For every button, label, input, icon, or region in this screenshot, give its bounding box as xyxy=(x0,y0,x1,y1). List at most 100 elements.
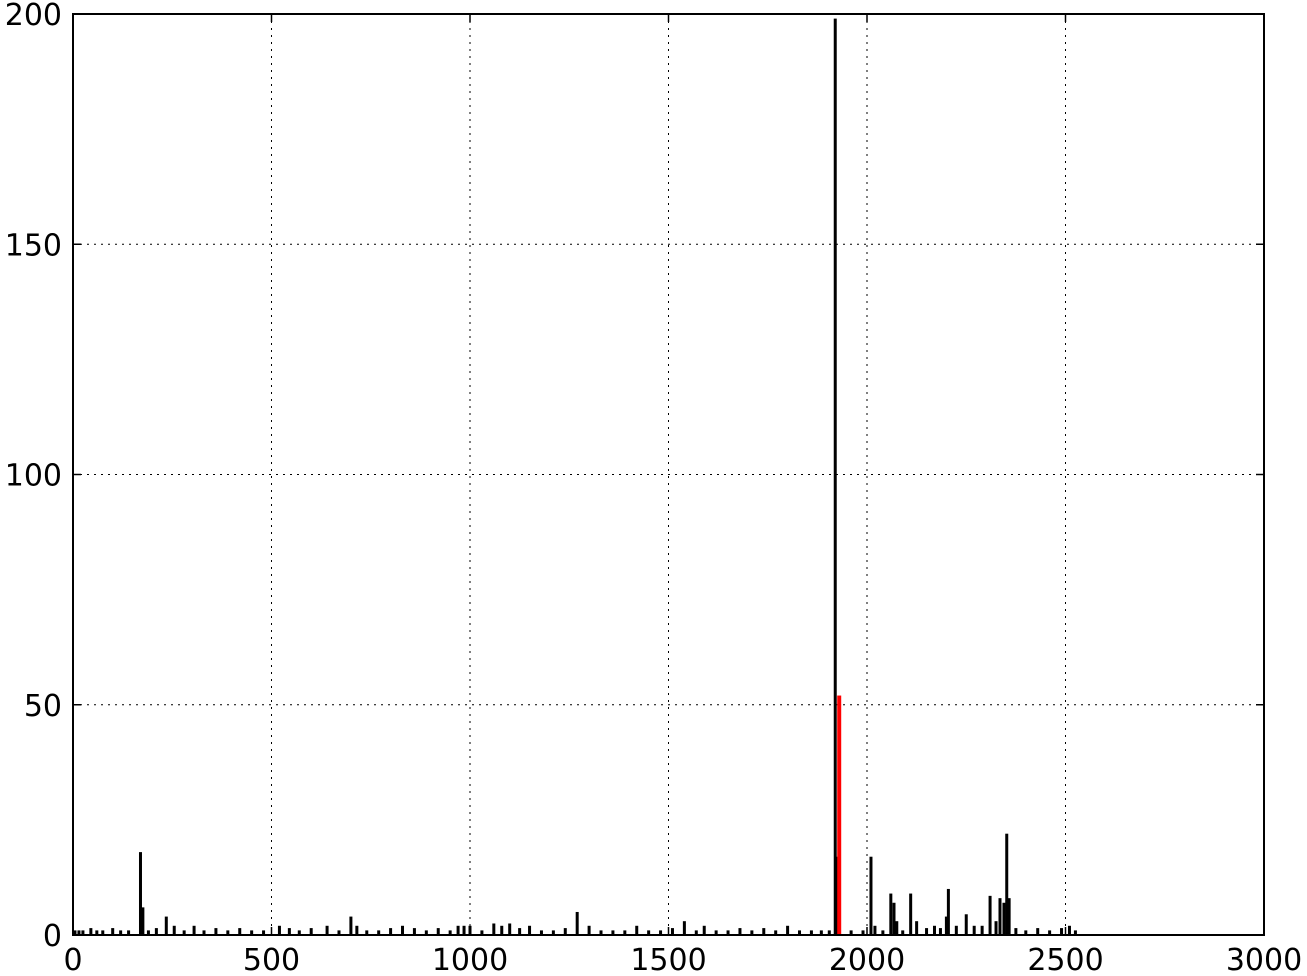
x-tick-label: 500 xyxy=(243,943,300,976)
bar xyxy=(539,930,543,935)
bar xyxy=(154,928,158,935)
x-tick-label: 0 xyxy=(63,943,82,976)
bar xyxy=(994,921,998,935)
bar xyxy=(738,928,742,935)
x-tick-label: 1500 xyxy=(630,943,706,976)
bar xyxy=(869,856,873,935)
bar xyxy=(119,930,123,935)
bar xyxy=(895,921,899,935)
bar xyxy=(954,925,958,935)
bar xyxy=(575,911,579,935)
bar xyxy=(915,921,919,935)
bar xyxy=(182,930,186,935)
bar xyxy=(508,923,512,935)
bar xyxy=(659,930,663,935)
x-tick-label: 1000 xyxy=(432,943,508,976)
bar xyxy=(250,930,254,935)
bar xyxy=(964,914,968,935)
bar xyxy=(833,18,837,936)
bar xyxy=(714,930,718,935)
bar xyxy=(518,928,522,935)
bar xyxy=(355,925,359,935)
bar xyxy=(1036,928,1040,935)
bar xyxy=(101,930,105,935)
bar xyxy=(1073,930,1077,935)
bars xyxy=(73,18,1077,936)
bar xyxy=(277,925,281,935)
bar xyxy=(89,928,93,935)
bar xyxy=(111,928,115,935)
bar xyxy=(599,930,603,935)
y-tick-label: 0 xyxy=(43,919,62,954)
bar xyxy=(436,928,440,935)
bar xyxy=(172,925,176,935)
bar xyxy=(901,930,905,935)
bar xyxy=(1005,833,1009,935)
y-tick-label: 50 xyxy=(24,689,62,724)
bar xyxy=(774,930,778,935)
bar xyxy=(262,930,266,935)
x-tick-label: 2000 xyxy=(829,943,905,976)
y-tick-label: 100 xyxy=(5,459,62,494)
bar xyxy=(164,916,168,935)
bar xyxy=(702,925,706,935)
bar xyxy=(226,930,230,935)
bar xyxy=(127,930,131,935)
bar xyxy=(1067,925,1071,935)
bar xyxy=(462,925,466,935)
bar xyxy=(750,930,754,935)
y-tick-label: 200 xyxy=(5,0,62,33)
bar xyxy=(77,930,81,935)
bar xyxy=(528,925,532,935)
bar xyxy=(694,930,698,935)
bar xyxy=(932,925,936,935)
bar xyxy=(938,928,942,935)
bar xyxy=(682,921,686,935)
bar xyxy=(138,852,142,935)
bar xyxy=(762,928,766,935)
bar xyxy=(492,923,496,935)
bar xyxy=(611,930,615,935)
bar xyxy=(456,925,460,935)
bar xyxy=(95,930,99,935)
bar xyxy=(635,925,639,935)
bar xyxy=(73,930,77,935)
bar xyxy=(412,928,416,935)
bar xyxy=(623,930,627,935)
bar xyxy=(925,928,929,935)
y-tick-label: 150 xyxy=(5,228,62,263)
bar xyxy=(238,928,242,935)
x-tick-label: 3000 xyxy=(1226,943,1302,976)
highlight-bar xyxy=(837,695,842,935)
bar xyxy=(892,902,896,935)
bar xyxy=(809,930,813,935)
bar xyxy=(551,930,555,935)
bar xyxy=(1007,898,1011,935)
bar xyxy=(202,930,206,935)
bar xyxy=(146,930,150,935)
bar xyxy=(1048,930,1052,935)
bar xyxy=(325,925,329,935)
bar xyxy=(309,928,313,935)
bar xyxy=(909,893,913,935)
bar xyxy=(1060,928,1064,935)
bar xyxy=(337,930,341,935)
bar xyxy=(587,925,591,935)
x-axis: 0 500 1000 1500 2000 2500 3000 xyxy=(63,14,1302,976)
bar xyxy=(944,916,948,935)
x-tick-label: 2500 xyxy=(1027,943,1103,976)
bar xyxy=(141,907,145,935)
bar xyxy=(726,930,730,935)
bar xyxy=(349,916,353,935)
bar xyxy=(287,928,291,935)
bar xyxy=(827,930,831,935)
bar xyxy=(647,930,651,935)
y-axis: 0 50 100 150 200 xyxy=(5,0,1264,954)
bar xyxy=(861,930,865,935)
bar xyxy=(1024,930,1028,935)
bar xyxy=(424,930,428,935)
bar xyxy=(972,925,976,935)
bar xyxy=(389,928,393,935)
bar xyxy=(500,925,504,935)
